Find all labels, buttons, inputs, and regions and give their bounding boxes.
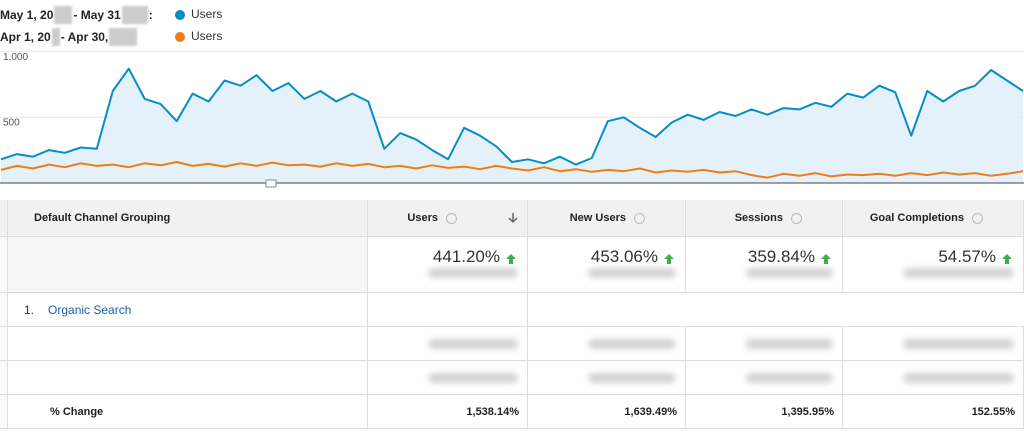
help-icon — [446, 212, 457, 224]
legend-label: Users — [191, 7, 223, 21]
help-icon — [634, 212, 645, 224]
redaction — [588, 373, 676, 383]
column-header-text: Goal Completions — [869, 212, 964, 224]
change-value: 152.55% — [971, 405, 1015, 418]
redaction — [903, 339, 1014, 349]
legend-period: - May 31 — [73, 8, 121, 22]
change-cell: 1,395.95% — [686, 395, 843, 429]
row-gutter — [0, 293, 8, 327]
change-label: % Change — [8, 395, 368, 429]
redaction — [903, 373, 1014, 383]
line — [0, 67, 1024, 166]
redaction — [109, 28, 138, 46]
redaction — [428, 268, 518, 278]
row-cell — [686, 327, 843, 361]
column-header-text: Sessions — [734, 212, 783, 224]
area — [1, 68, 1023, 183]
redaction — [903, 268, 1014, 278]
legend-period: : — [148, 8, 153, 22]
summary-cell: 453.06% — [528, 237, 686, 293]
sort-arrow[interactable] — [507, 212, 519, 224]
line — [0, 161, 1024, 179]
legend-period: May 1, 20 — [0, 8, 54, 22]
help-icon — [972, 212, 983, 224]
row-gutter — [0, 395, 8, 429]
redaction — [588, 268, 676, 278]
summary-cell: 54.57% — [843, 237, 1024, 293]
redaction — [428, 373, 518, 383]
row-index: 1. — [24, 302, 35, 317]
summary-value: 453.06% — [590, 247, 658, 266]
change-value: 1,395.95% — [781, 405, 834, 418]
row-link[interactable]: Organic Search — [48, 302, 132, 317]
column-header: Default Channel Grouping — [8, 200, 368, 237]
row-gutter — [0, 237, 8, 293]
summary-value: 441.20% — [432, 247, 500, 266]
column-header: New Users — [528, 200, 686, 237]
redaction — [588, 339, 676, 349]
summary-value: 359.84% — [747, 247, 815, 266]
summary-cell: 359.84% — [686, 237, 843, 293]
change-cell: 152.55% — [843, 395, 1024, 429]
legend-period: - Apr 30, — [60, 30, 109, 44]
up-arrow — [664, 254, 674, 264]
change-value: 1,639.49% — [624, 405, 677, 418]
summary-value: 54.57% — [938, 247, 996, 266]
column-header: Users — [368, 200, 528, 237]
column-header-text: New Users — [569, 212, 626, 224]
redaction — [746, 339, 833, 349]
change-value: 1,538.14% — [466, 405, 519, 418]
legend-marker — [175, 10, 185, 20]
change-cell: 1,538.14% — [368, 395, 528, 429]
redaction — [54, 6, 73, 24]
up-arrow — [821, 254, 831, 264]
redaction — [51, 28, 60, 46]
up-arrow — [506, 254, 516, 264]
redaction — [428, 339, 518, 349]
row-cell — [686, 361, 843, 395]
column-header-text: Default Channel Grouping — [34, 212, 171, 224]
redaction — [746, 268, 833, 278]
up-arrow — [1002, 254, 1012, 264]
row-cell — [368, 327, 528, 361]
row-label: 1. Organic Search — [8, 293, 368, 327]
change-cell: 1,639.49% — [528, 395, 686, 429]
y-tick-label: 500 — [3, 118, 20, 129]
help-icon — [791, 212, 802, 224]
change-label-text: % Change — [50, 405, 104, 418]
summary-label — [8, 237, 368, 293]
row-cell — [368, 361, 528, 395]
column-header: Sessions — [686, 200, 843, 237]
row-cell — [528, 361, 686, 395]
row-label — [8, 327, 368, 361]
legend-item: May 1, 20 - May 31: Users — [0, 5, 240, 25]
row-label — [8, 361, 368, 395]
resize-handle[interactable] — [265, 179, 277, 188]
row-gutter — [0, 361, 8, 395]
redaction — [746, 373, 833, 383]
row-cell — [368, 293, 528, 327]
row-gutter — [0, 200, 8, 237]
column-header: Goal Completions — [843, 200, 1024, 237]
y-tick-label: 1,000 — [3, 52, 28, 63]
summary-cell: 441.20% — [368, 237, 528, 293]
row-fill — [528, 293, 1024, 327]
legend-period: Apr 1, 20 — [0, 30, 51, 44]
column-header-text: Users — [407, 212, 438, 224]
redaction — [121, 6, 148, 24]
row-cell — [528, 327, 686, 361]
legend-label: Users — [191, 29, 223, 43]
row-gutter — [0, 327, 8, 361]
legend-item: Apr 1, 20 - Apr 30, Users — [0, 27, 240, 47]
line-chart: 500 1,000 — [0, 51, 1024, 188]
legend-marker — [175, 32, 185, 42]
